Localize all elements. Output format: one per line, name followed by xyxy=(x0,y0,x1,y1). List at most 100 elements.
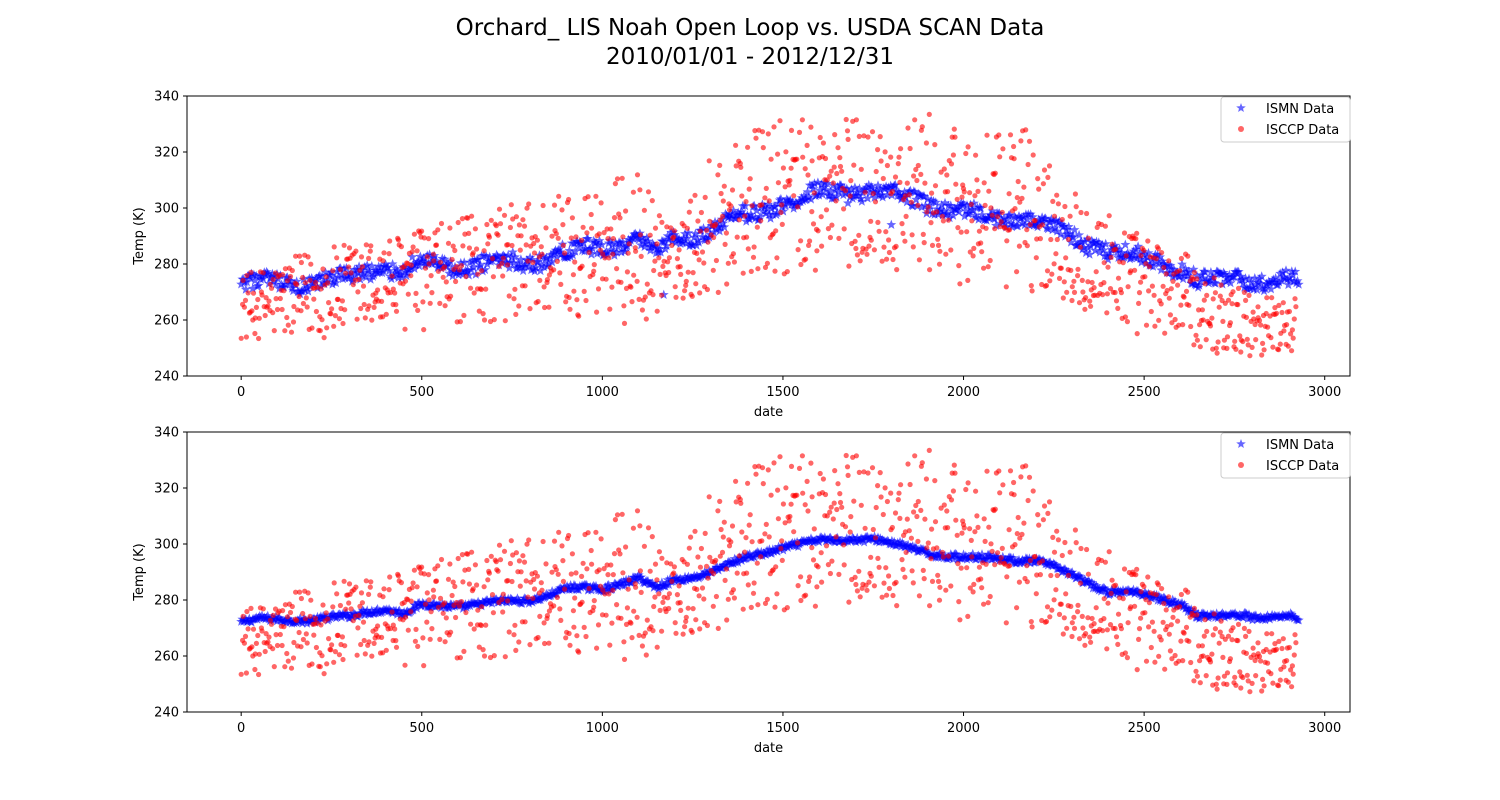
ismn-point xyxy=(362,605,373,615)
ismn-point xyxy=(1120,239,1131,249)
isccp-point xyxy=(777,454,783,460)
ismn-point xyxy=(859,537,870,547)
isccp-point xyxy=(1243,633,1249,640)
isccp-point xyxy=(538,580,544,586)
isccp-point xyxy=(242,633,249,640)
isccp-point xyxy=(1068,267,1074,273)
isccp-point xyxy=(1077,580,1083,586)
ismn-point xyxy=(1192,270,1202,281)
isccp-point xyxy=(644,617,650,623)
ismn-point xyxy=(1247,282,1258,292)
ismn-point xyxy=(718,218,729,228)
isccp-point xyxy=(674,256,681,262)
ismn-point xyxy=(1063,221,1074,231)
ismn-point xyxy=(1167,594,1178,605)
isccp-point xyxy=(988,541,994,547)
isccp-point xyxy=(549,233,555,239)
isccp-point xyxy=(1276,347,1282,353)
isccp-point xyxy=(601,230,607,236)
isccp-point xyxy=(428,273,434,279)
isccp-point xyxy=(1118,626,1124,632)
isccp-point xyxy=(836,235,842,241)
isccp-point xyxy=(736,553,742,559)
isccp-point xyxy=(1194,673,1200,679)
isccp-point xyxy=(288,329,295,335)
ismn-point xyxy=(1244,273,1254,284)
ismn-point xyxy=(659,236,670,247)
y-tick-label: 300 xyxy=(154,202,179,217)
isccp-point xyxy=(924,545,930,551)
isccp-point xyxy=(1194,612,1200,618)
isccp-point xyxy=(486,570,492,576)
isccp-point xyxy=(1054,236,1060,243)
isccp-point xyxy=(1072,191,1078,197)
isccp-point xyxy=(963,486,969,493)
isccp-point xyxy=(300,610,306,617)
ismn-point xyxy=(780,200,791,211)
isccp-point xyxy=(1168,622,1174,628)
x-axis-label: date xyxy=(754,405,783,420)
isccp-point xyxy=(824,513,830,519)
ismn-point xyxy=(829,193,839,203)
isccp-point xyxy=(296,293,302,300)
isccp-point xyxy=(502,654,508,660)
ismn-point xyxy=(683,227,694,238)
legend-star-marker xyxy=(1236,103,1246,112)
isccp-point xyxy=(1246,628,1252,635)
isccp-point xyxy=(1083,631,1089,637)
isccp-point xyxy=(517,583,523,589)
ismn-point xyxy=(1281,265,1291,275)
isccp-point xyxy=(456,267,462,273)
isccp-point xyxy=(1233,346,1239,352)
ismn-point xyxy=(984,549,994,559)
isccp-point xyxy=(502,318,508,324)
isccp-point xyxy=(585,194,591,200)
isccp-point xyxy=(1211,275,1217,281)
isccp-point xyxy=(266,298,272,304)
isccp-point xyxy=(1056,611,1063,618)
isccp-point xyxy=(1000,146,1006,152)
isccp-point xyxy=(958,229,964,235)
isccp-point xyxy=(918,507,924,513)
isccp-point xyxy=(1164,287,1170,294)
isccp-point xyxy=(366,591,372,598)
isccp-point xyxy=(309,325,315,331)
isccp-point xyxy=(516,222,523,228)
isccp-point xyxy=(857,258,863,264)
isccp-point xyxy=(369,653,375,659)
isccp-point xyxy=(699,585,706,591)
ismn-point xyxy=(647,238,658,248)
ismn-point xyxy=(750,213,761,223)
isccp-point xyxy=(953,181,959,187)
isccp-point xyxy=(715,508,721,514)
isccp-point xyxy=(668,225,674,231)
isccp-point xyxy=(1277,677,1283,683)
isccp-point xyxy=(431,594,437,600)
ismn-point xyxy=(1078,242,1089,252)
isccp-point xyxy=(686,209,692,215)
isccp-point xyxy=(1241,625,1247,632)
isccp-point xyxy=(672,284,678,290)
ismn-point xyxy=(637,232,648,242)
isccp-point xyxy=(363,242,369,248)
ismn-point xyxy=(935,204,946,214)
isccp-point xyxy=(774,591,780,597)
isccp-point xyxy=(992,226,998,232)
ismn-point xyxy=(396,272,407,282)
isccp-point xyxy=(853,581,859,588)
isccp-point xyxy=(1286,308,1292,315)
isccp-point xyxy=(641,207,648,213)
isccp-point xyxy=(341,578,347,584)
isccp-point xyxy=(411,231,417,237)
x-tick-label: 1000 xyxy=(586,721,619,736)
isccp-point xyxy=(664,224,670,230)
legend-label-isccp: ISCCP Data xyxy=(1266,123,1339,138)
ismn-point xyxy=(535,265,546,276)
isccp-point xyxy=(751,244,757,250)
ismn-point xyxy=(282,272,293,282)
ismn-point xyxy=(714,226,725,236)
isccp-point xyxy=(381,250,387,256)
ismn-point xyxy=(1069,224,1080,235)
isccp-point xyxy=(683,618,689,625)
